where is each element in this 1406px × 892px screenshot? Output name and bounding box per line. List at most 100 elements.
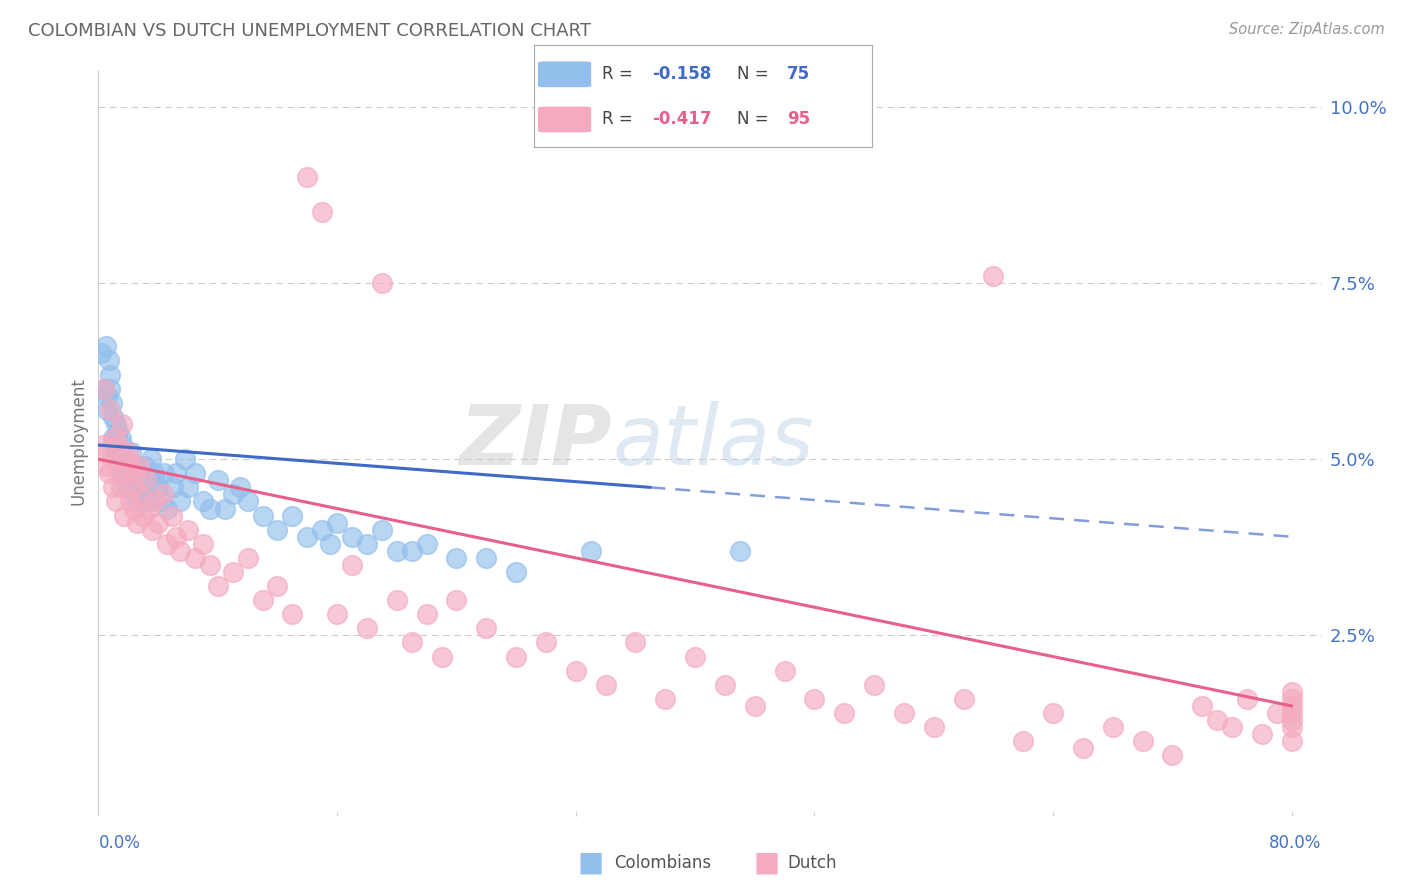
Point [1281,685,1303,699]
Point [832,706,855,720]
Point [565,664,588,678]
Point [98,382,121,396]
Point [401,635,423,649]
Point [153,467,176,481]
Point [1161,748,1184,763]
Point [356,621,378,635]
Point [101,452,124,467]
Point [117,467,139,481]
Point [132,508,155,523]
Point [893,706,915,720]
Point [1206,713,1229,727]
Point [134,459,156,474]
Point [983,268,1005,283]
Point [326,607,349,622]
Point [96,402,118,417]
Point [90,346,112,360]
Point [773,664,796,678]
Point [922,720,945,734]
Point [1281,706,1303,720]
Point [184,467,207,481]
Point [128,459,150,474]
Point [534,635,557,649]
Point [579,544,602,558]
Point [446,550,468,565]
Point [236,494,259,508]
Point [1132,734,1154,748]
Point [221,565,243,579]
Text: atlas: atlas [612,401,814,482]
Point [97,467,120,481]
Point [863,678,886,692]
Point [107,424,129,438]
Point [1281,734,1303,748]
Point [135,473,157,487]
Point [177,480,200,494]
Point [385,593,408,607]
Text: Source: ZipAtlas.com: Source: ZipAtlas.com [1229,22,1385,37]
Y-axis label: Unemployment: Unemployment [69,377,87,506]
Point [1281,698,1303,713]
Point [94,459,117,474]
Text: ■: ■ [578,848,603,877]
Point [127,516,149,530]
Point [103,480,125,494]
Point [1220,720,1243,734]
Point [143,473,166,487]
Point [1281,713,1303,727]
Point [152,487,174,501]
Point [297,530,319,544]
Point [505,649,527,664]
Point [174,452,197,467]
Point [129,487,152,501]
Point [118,473,141,487]
Point [143,494,166,508]
Point [96,389,118,403]
Point [1012,734,1035,748]
Point [266,523,288,537]
Text: ZIP: ZIP [460,401,612,482]
Point [446,593,468,607]
Point [311,205,333,219]
Point [101,396,124,410]
Point [107,452,129,467]
Point [104,431,127,445]
Point [108,445,131,459]
Point [103,409,125,424]
Point [169,544,191,558]
Point [110,480,132,494]
FancyBboxPatch shape [537,61,592,87]
Point [93,382,115,396]
Point [156,537,179,551]
Point [165,467,187,481]
Text: Colombians: Colombians [614,854,711,871]
Point [200,501,222,516]
Point [105,417,128,431]
Point [340,530,363,544]
Point [105,494,128,508]
Point [97,353,120,368]
Point [207,579,229,593]
Point [104,438,127,452]
Point [114,473,136,487]
Point [683,649,706,664]
Point [318,537,340,551]
FancyBboxPatch shape [537,106,592,133]
Text: 0.0%: 0.0% [98,834,141,852]
Point [1251,727,1274,741]
Text: -0.417: -0.417 [652,111,711,128]
Text: ■: ■ [754,848,779,877]
Point [371,523,394,537]
Point [728,544,751,558]
Point [191,537,214,551]
Point [117,445,139,459]
Point [1281,692,1303,706]
Point [141,523,163,537]
Point [326,516,349,530]
Point [142,467,165,481]
Point [120,445,142,459]
Point [714,678,737,692]
Point [114,459,136,474]
Point [252,508,274,523]
Point [371,276,394,290]
